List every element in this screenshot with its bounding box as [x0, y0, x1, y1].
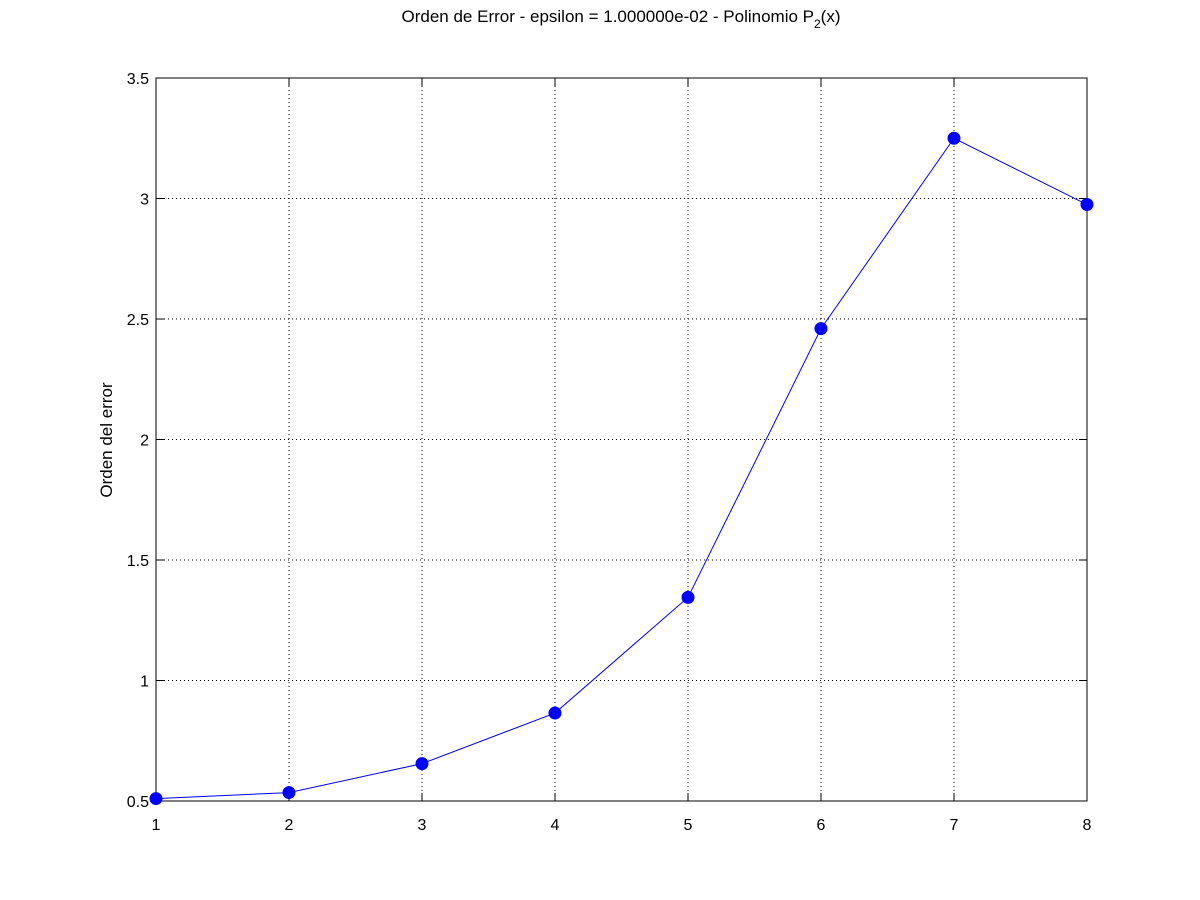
y-axis-ticks: 0.5 1 1.5 2 2.5 3 3.5 — [127, 71, 1087, 811]
plot-frame — [155, 77, 1088, 802]
y-tick-label: 0.5 — [127, 794, 149, 811]
x-tick-label: 7 — [950, 817, 959, 834]
x-tick-label: 3 — [418, 817, 427, 834]
chart-title-suffix: (x) — [821, 7, 841, 26]
x-tick-label: 1 — [152, 817, 161, 834]
chart-title: Orden de Error - epsilon = 1.000000e-02 … — [402, 7, 841, 31]
y-tick-label: 1.5 — [127, 553, 149, 570]
data-point — [548, 706, 562, 720]
data-point — [814, 322, 828, 336]
chart-title-subscript: 2 — [814, 17, 821, 31]
axes — [155, 77, 1088, 802]
data-point — [1080, 198, 1094, 212]
x-tick-label: 5 — [684, 817, 693, 834]
series-line — [155, 137, 1088, 800]
data-point — [681, 590, 695, 604]
y-tick-label: 2 — [140, 433, 149, 450]
y-tick-label: 3 — [140, 192, 149, 209]
data-point — [282, 786, 296, 800]
data-point — [149, 792, 163, 806]
data-point — [415, 757, 429, 771]
x-tick-label: 6 — [817, 817, 826, 834]
chart-title-main: Orden de Error - epsilon = 1.000000e-02 … — [402, 7, 814, 26]
y-axis-label: Orden del error — [97, 382, 116, 498]
y-tick-label: 1 — [140, 674, 149, 691]
data-point — [947, 131, 961, 145]
x-tick-label: 2 — [285, 817, 294, 834]
series — [149, 131, 1094, 806]
y-tick-label: 3.5 — [127, 71, 149, 88]
y-tick-label: 2.5 — [127, 312, 149, 329]
grid — [156, 78, 1087, 801]
x-axis-ticks: 1 2 3 4 5 6 7 8 — [152, 78, 1092, 834]
x-tick-label: 4 — [551, 817, 560, 834]
x-tick-label: 8 — [1083, 817, 1092, 834]
